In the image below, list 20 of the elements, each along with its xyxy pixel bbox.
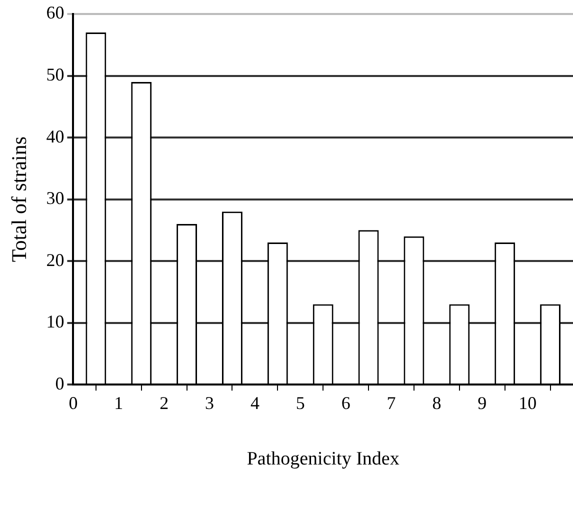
y-tick-label: 50 [46,64,64,84]
x-tick-label: 10 [518,393,537,414]
x-axis-title: Pathogenicity Index [246,448,400,470]
x-tick-label: 9 [478,393,487,414]
x-tick-label: 4 [250,393,260,414]
x-tick-label: 8 [432,393,442,414]
y-tick-label: 30 [46,188,64,208]
x-tick-label: 5 [296,393,305,414]
y-axis-title: Total of strains [7,136,32,262]
x-tick-label: 2 [160,393,169,414]
x-tick-label: 0 [68,393,78,414]
x-tick-label: 1 [114,393,124,414]
y-tick-label: 10 [46,312,64,332]
y-tick-label: 40 [46,126,64,146]
x-tick-label: 7 [386,393,396,414]
y-tick-label: 20 [46,250,64,270]
x-tick-label: 3 [205,393,214,414]
y-tick-label: 60 [46,2,64,23]
y-tick-label: 0 [55,373,64,394]
x-tick-label: 6 [341,393,350,414]
